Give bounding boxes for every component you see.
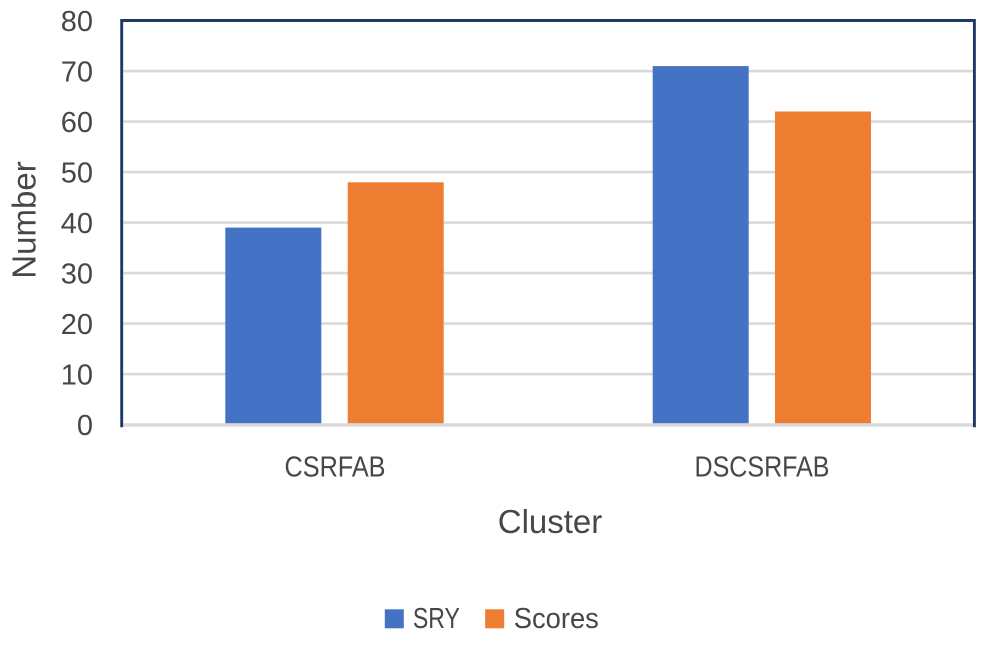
svg-text:10: 10 [61,359,93,391]
svg-text:40: 40 [61,208,93,240]
svg-text:DSCSRFAB: DSCSRFAB [695,452,830,484]
svg-text:70: 70 [61,56,93,88]
svg-text:20: 20 [61,309,93,341]
svg-text:60: 60 [61,107,93,139]
svg-text:Number: Number [6,161,43,278]
svg-text:Scores: Scores [514,603,599,635]
svg-text:Cluster: Cluster [498,503,603,540]
svg-text:0: 0 [77,410,93,442]
svg-text:SRY: SRY [413,603,460,635]
svg-text:80: 80 [61,6,93,38]
svg-text:30: 30 [61,258,93,290]
svg-text:CSRFAB: CSRFAB [285,452,386,484]
svg-text:50: 50 [61,157,93,189]
